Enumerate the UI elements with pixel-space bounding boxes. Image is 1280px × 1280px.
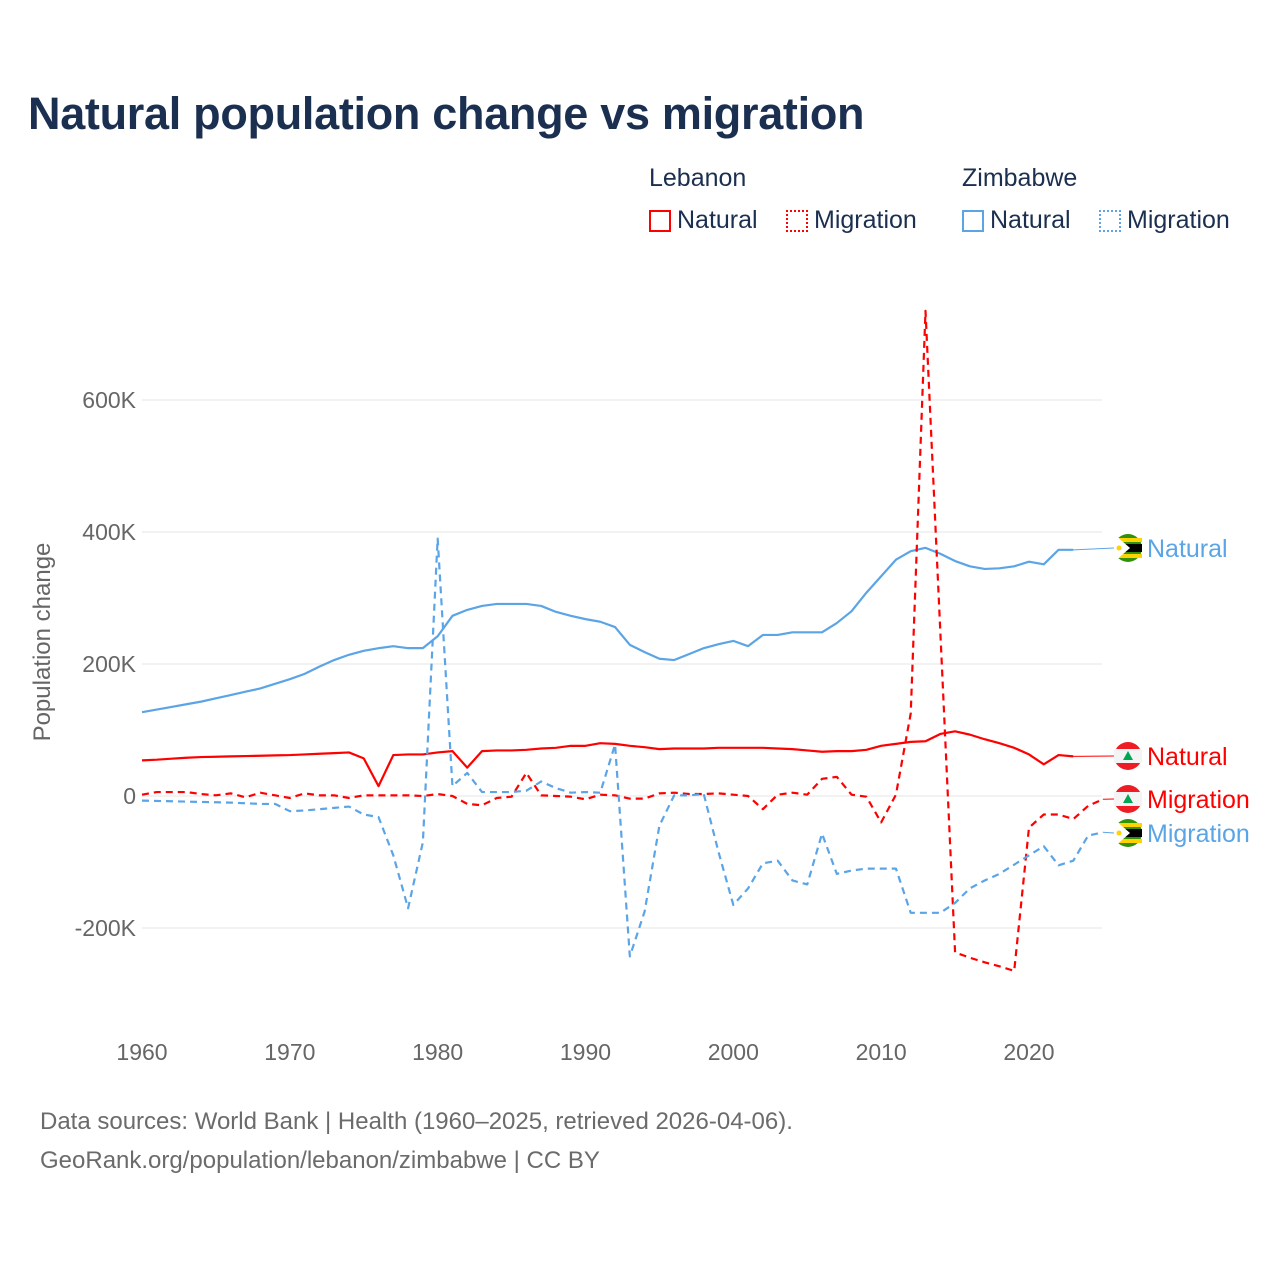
y-tick-label: 400K <box>82 519 136 545</box>
legend-item-lebanon-migration[interactable]: Migration <box>786 206 917 235</box>
legend-label: Migration <box>1127 206 1230 234</box>
label-connector <box>1073 547 1115 551</box>
legend-swatch-solid <box>962 209 984 232</box>
end-label-lebanon-migration: Migration <box>1147 786 1250 814</box>
legend-label: Natural <box>990 206 1071 234</box>
x-tick-label: 2020 <box>1003 1039 1054 1065</box>
label-connector <box>1102 831 1115 834</box>
zimbabwe-flag-icon <box>1114 534 1142 562</box>
x-tick-label: 1990 <box>560 1039 611 1065</box>
lebanon-migration-line <box>141 309 1104 973</box>
legend-item-lebanon-natural[interactable]: Natural <box>649 206 758 235</box>
legend-item-zimbabwe-natural[interactable]: Natural <box>962 206 1071 235</box>
y-tick-label: 0 <box>123 783 136 809</box>
footer-source: Data sources: World Bank | Health (1960–… <box>40 1108 793 1135</box>
legend-group-title: Zimbabwe <box>962 164 1078 192</box>
lebanon-flag-icon <box>1114 742 1142 770</box>
y-tick-label: 600K <box>82 387 136 413</box>
footer-credit[interactable]: GeoRank.org/population/lebanon/zimbabwe … <box>40 1147 600 1174</box>
legend-swatch-dotted <box>1099 209 1121 232</box>
legend-swatch-solid <box>649 209 671 232</box>
zimbabwe-migration-line <box>141 537 1104 958</box>
legend-swatch-dotted <box>786 209 808 232</box>
legend-item-zimbabwe-migration[interactable]: Migration <box>1099 206 1230 235</box>
x-tick-label: 1960 <box>116 1039 167 1065</box>
y-axis-label: Population change <box>29 543 56 742</box>
end-label-zimbabwe-natural: Natural <box>1147 535 1228 563</box>
legend-group-title: Lebanon <box>649 164 747 192</box>
end-label-zimbabwe-migration: Migration <box>1147 820 1250 848</box>
x-tick-label: 1980 <box>412 1039 463 1065</box>
legend-label: Migration <box>814 206 917 234</box>
chart-title: Natural population change vs migration <box>28 88 865 139</box>
y-tick-label: -200K <box>75 915 137 941</box>
legend-label: Natural <box>677 206 758 234</box>
y-tick-label: 200K <box>82 651 136 677</box>
x-tick-label: 2000 <box>708 1039 759 1065</box>
lebanon-natural-line <box>141 730 1074 788</box>
zimbabwe-flag-icon <box>1114 819 1142 847</box>
lebanon-flag-icon <box>1114 785 1142 813</box>
zimbabwe-natural-line <box>141 546 1074 714</box>
end-label-lebanon-natural: Natural <box>1147 743 1228 771</box>
x-tick-label: 1970 <box>264 1039 315 1065</box>
x-tick-label: 2010 <box>856 1039 907 1065</box>
